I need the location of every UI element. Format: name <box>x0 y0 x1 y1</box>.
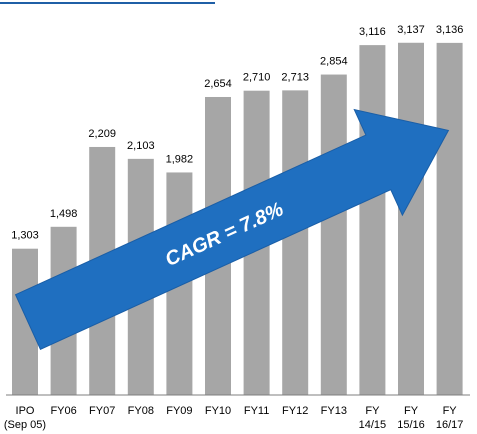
value-label: 2,710 <box>243 72 271 84</box>
x-tick-label: IPO (Sep 05) <box>4 405 46 431</box>
bar <box>320 74 347 396</box>
value-label: 2,209 <box>88 128 116 140</box>
value-label: 1,498 <box>50 208 78 220</box>
value-label: 2,713 <box>281 71 309 83</box>
value-label: 3,116 <box>359 26 386 38</box>
value-label: 3,136 <box>436 24 464 36</box>
x-tick-label: FY12 <box>282 405 308 417</box>
x-tick-label: FY 16/17 <box>436 405 464 431</box>
bar <box>398 42 424 396</box>
x-tick-label: FY06 <box>50 405 76 417</box>
bar <box>359 45 386 396</box>
x-tick-label: FY 14/15 <box>359 405 387 431</box>
x-tick-label: FY13 <box>321 405 347 417</box>
value-label: 1,982 <box>166 153 194 165</box>
value-label: 2,654 <box>204 78 232 90</box>
value-label: 3,137 <box>397 24 425 36</box>
value-label: 1,303 <box>11 230 39 242</box>
value-label: 2,854 <box>320 56 348 68</box>
x-tick-label: FY07 <box>89 405 115 417</box>
x-tick-label: FY 15/16 <box>397 405 425 431</box>
x-tick-label: FY11 <box>244 405 269 417</box>
x-tick-label: FY09 <box>166 405 192 417</box>
bar <box>282 90 309 395</box>
bar <box>436 42 463 395</box>
x-tick-label: FY08 <box>128 405 154 417</box>
x-tick-label: FY10 <box>205 405 231 417</box>
value-label: 2,103 <box>127 140 155 152</box>
arrow-shape <box>14 108 450 350</box>
